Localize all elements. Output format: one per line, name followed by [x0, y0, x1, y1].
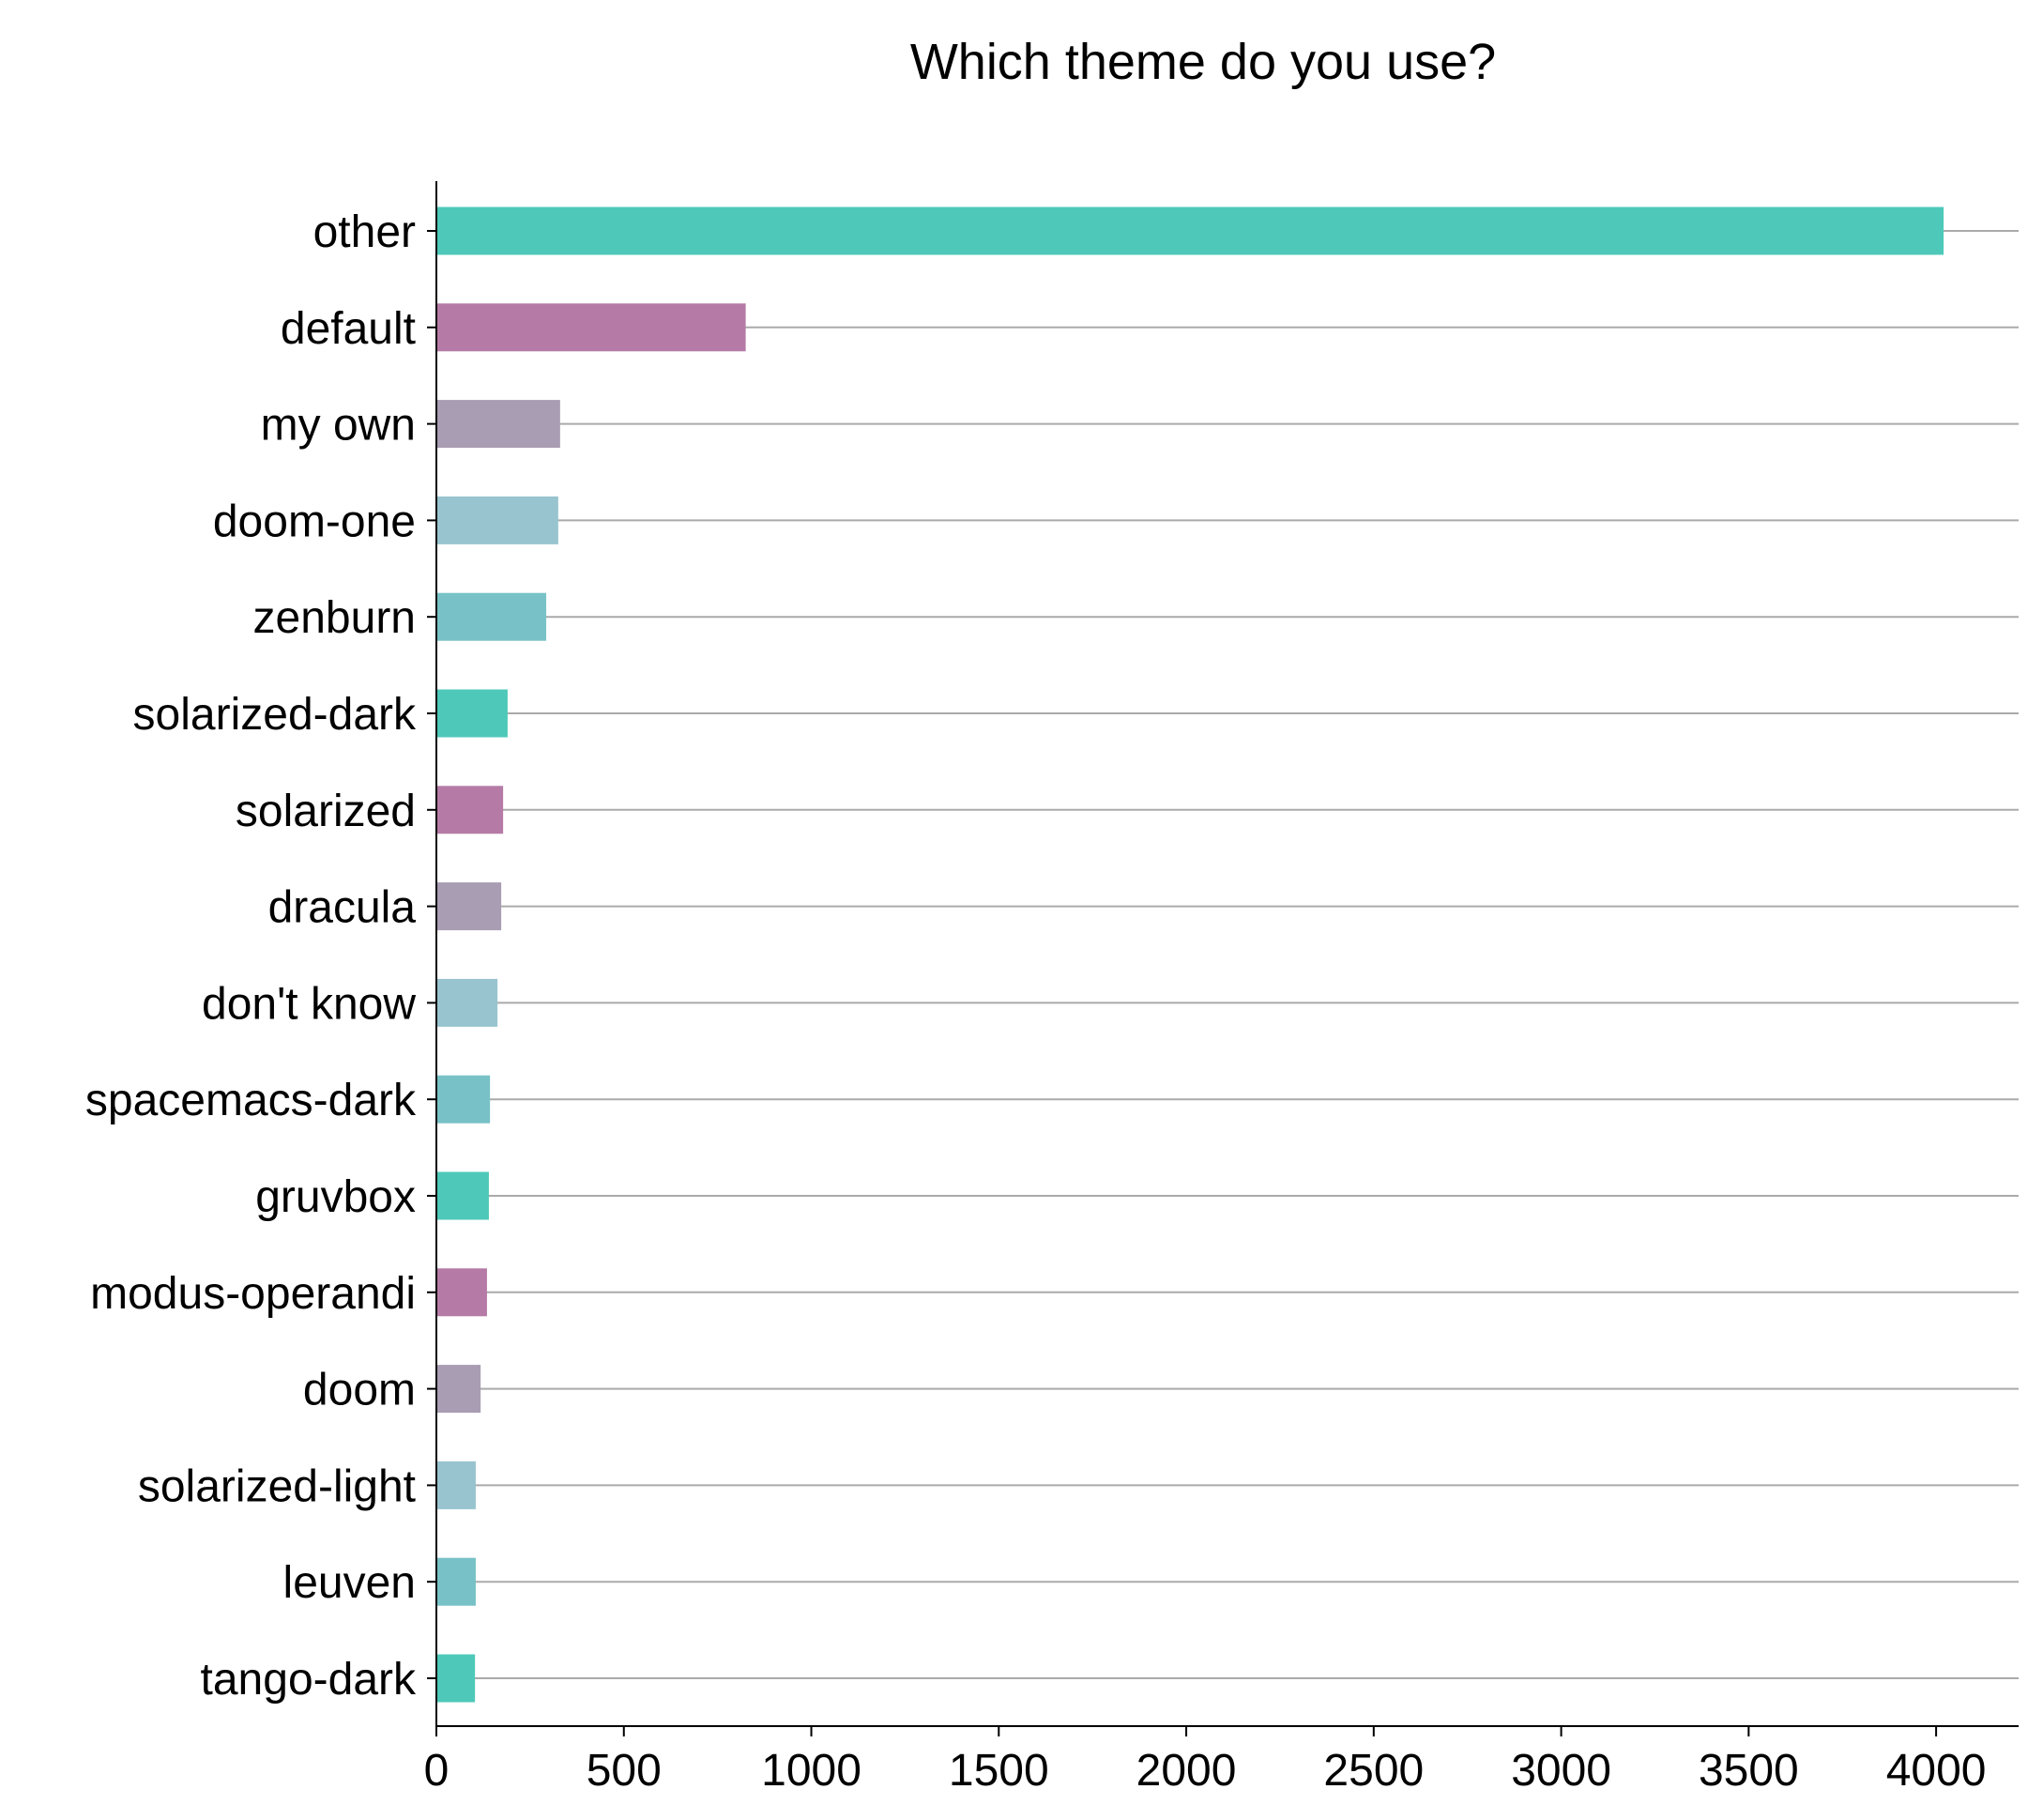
bar-tango-dark [436, 1654, 476, 1703]
x-tick-label-1000: 1000 [761, 1746, 861, 1796]
category-label-my-own: my own [261, 401, 416, 451]
bar-doom-one [436, 496, 558, 544]
category-label-solarized-light: solarized-light [138, 1461, 416, 1511]
category-label-doom-one: doom-one [213, 497, 416, 546]
x-tick-label-3000: 3000 [1511, 1746, 1611, 1796]
bar-gruvbox [436, 1171, 489, 1220]
category-label-zenburn: zenburn [253, 593, 416, 643]
category-label-dracula: dracula [268, 883, 417, 933]
bar-default [436, 303, 746, 352]
category-label-leuven: leuven [283, 1558, 416, 1608]
category-label-tango-dark: tango-dark [201, 1655, 417, 1705]
category-label-default: default [281, 304, 416, 354]
x-tick-label-1500: 1500 [949, 1746, 1049, 1796]
bar-zenburn [436, 592, 547, 641]
category-label-solarized-dark: solarized-dark [133, 690, 417, 740]
bar-my-own [436, 400, 560, 449]
bar-don-t-know [436, 978, 498, 1027]
x-tick-label-4000: 4000 [1886, 1746, 1987, 1796]
gridlines [436, 230, 2019, 1679]
x-tick-label-2500: 2500 [1323, 1746, 1424, 1796]
bar-solarized-light [436, 1461, 476, 1509]
category-label-solarized: solarized [236, 787, 416, 836]
category-label-don-t-know: don't know [202, 979, 416, 1029]
x-tick-label-2000: 2000 [1136, 1746, 1237, 1796]
bar-spacemacs-dark [436, 1075, 491, 1124]
category-label-gruvbox: gruvbox [255, 1172, 416, 1222]
bar-solarized [436, 786, 504, 834]
category-label-doom: doom [303, 1366, 416, 1415]
chart-title: Which theme do you use? [910, 34, 1496, 90]
x-tick-label-500: 500 [587, 1746, 662, 1796]
bar-leuven [436, 1557, 476, 1606]
bar-modus-operandi [436, 1268, 487, 1317]
bars [436, 206, 1944, 1703]
bar-dracula [436, 882, 502, 931]
bar-solarized-dark [436, 689, 508, 738]
category-label-spacemacs-dark: spacemacs-dark [85, 1076, 417, 1125]
bar-other [436, 206, 1944, 255]
x-tick-label-3500: 3500 [1699, 1746, 1799, 1796]
x-tick-label-0: 0 [424, 1746, 450, 1796]
category-label-other: other [313, 207, 416, 257]
x-axis-ticks: 0 500 1000 1500 2000 2500 3000 3500 4000 [424, 1726, 1987, 1796]
category-label-modus-operandi: modus-operandi [90, 1269, 416, 1319]
bar-doom [436, 1365, 481, 1414]
category-labels: other default my own doom-one zenburn solariz… [85, 207, 436, 1705]
